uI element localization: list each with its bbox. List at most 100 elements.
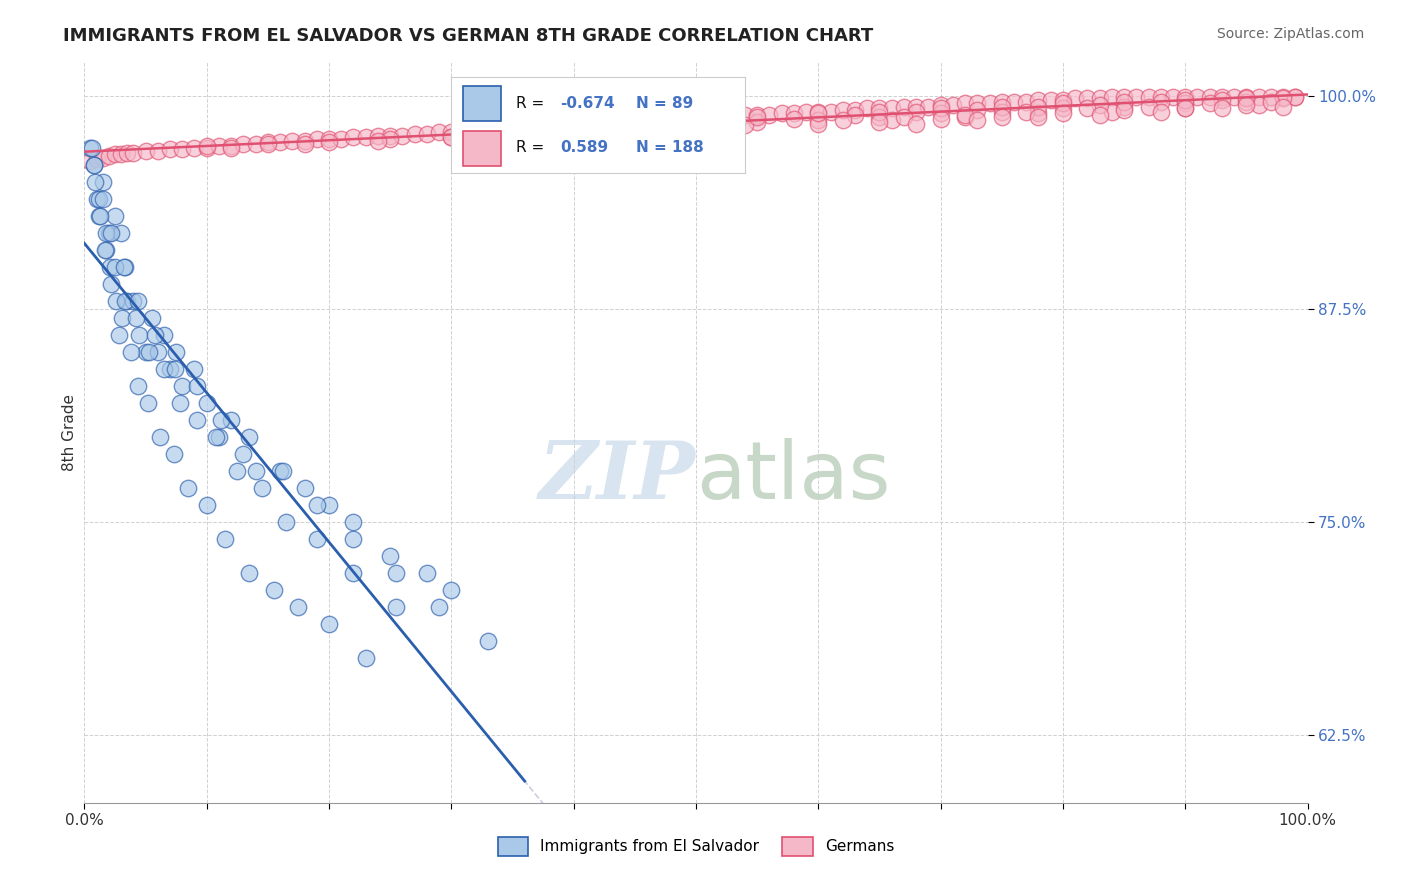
Point [305,532,328,546]
Point [1198,89,1220,103]
Point [263,582,285,597]
Point [84,175,107,189]
Point [440,130,463,145]
Point [89,209,111,223]
Point [136,396,159,410]
Point [586,117,609,131]
Point [305,498,328,512]
Point [685,112,707,126]
Point [991,95,1014,109]
Point [979,96,1001,111]
Point [453,125,475,139]
Point [783,112,806,126]
Point [1174,96,1197,111]
Point [1211,89,1233,103]
Point [269,136,291,150]
Point [219,138,242,153]
Point [502,127,524,141]
Point [1028,100,1050,114]
Point [135,344,157,359]
Point [831,103,853,117]
Y-axis label: 8th Grade: 8th Grade [62,394,77,471]
Point [1015,95,1038,109]
Point [1236,89,1258,103]
Point [880,113,903,128]
Point [513,121,536,136]
Point [1198,96,1220,111]
Point [104,260,127,274]
Point [1076,91,1098,105]
Point [141,310,163,325]
Point [807,106,830,120]
Point [1174,93,1197,107]
Point [305,132,328,146]
Point [1174,102,1197,116]
Point [105,293,128,308]
Point [831,113,853,128]
Point [165,344,187,359]
Text: ZIP: ZIP [538,438,696,516]
Point [416,566,439,580]
Point [404,127,426,141]
Point [294,481,316,495]
Point [1174,89,1197,103]
Point [91,192,114,206]
Point [991,100,1014,114]
Point [127,293,149,308]
Point [929,98,952,112]
Point [96,243,118,257]
Point [122,145,145,160]
Point [107,327,129,342]
Point [1260,89,1282,103]
Point [91,175,114,189]
Point [104,209,127,223]
Point [143,327,166,342]
Point [747,108,769,122]
Point [318,132,340,146]
Point [770,106,793,120]
Point [586,125,609,139]
Point [125,310,148,325]
Point [97,149,120,163]
Point [1150,90,1173,104]
Point [562,119,585,133]
Point [226,464,249,478]
Point [427,600,450,615]
Point [172,142,194,156]
Point [1114,100,1136,114]
Point [318,136,340,150]
Point [893,110,915,124]
Point [330,132,353,146]
Point [354,651,377,665]
Point [281,134,304,148]
Point [1028,106,1050,120]
Point [1137,90,1160,104]
Point [385,600,408,615]
Point [783,106,806,120]
Point [991,104,1014,119]
Point [153,361,176,376]
Point [697,112,720,126]
Point [380,549,402,563]
Point [205,430,228,444]
Point [287,600,309,615]
Point [538,120,561,135]
Point [648,113,671,128]
Point [502,121,524,136]
Point [1002,95,1025,109]
Point [440,130,463,145]
Point [318,498,340,512]
Point [385,566,408,580]
Point [112,260,135,274]
Point [245,464,267,478]
Point [1272,100,1295,114]
Point [1052,102,1074,116]
Point [550,119,572,133]
Point [636,115,658,129]
Point [562,123,585,137]
Point [966,113,988,128]
Point [138,344,160,359]
Point [794,104,817,119]
Point [526,120,548,135]
Point [276,515,298,529]
